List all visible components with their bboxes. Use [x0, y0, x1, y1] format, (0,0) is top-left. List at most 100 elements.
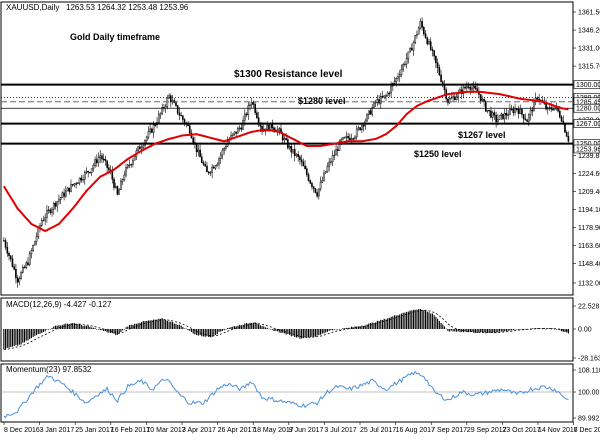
candle — [163, 104, 165, 112]
candle — [359, 126, 361, 131]
candle — [18, 276, 21, 286]
macd-bar — [53, 326, 55, 329]
candle — [323, 169, 325, 182]
candle — [331, 150, 334, 167]
candle — [355, 125, 358, 140]
macd-bar — [85, 325, 88, 329]
candle — [503, 108, 506, 124]
candle — [349, 133, 351, 141]
macd-bar — [395, 315, 397, 329]
macd-bar — [108, 329, 110, 333]
y-tick-label: 1331.00 — [578, 46, 600, 53]
macd-bar — [249, 322, 251, 329]
indicator-tick-label: 89.992 — [578, 416, 600, 423]
candle — [23, 265, 26, 269]
macd-bar — [199, 329, 201, 336]
momentum-header: Momentum(23) 97.8532 — [6, 365, 92, 374]
macd-bar — [290, 329, 292, 337]
candle — [132, 157, 134, 168]
candle — [488, 109, 491, 117]
macd-bar — [394, 315, 396, 329]
macd-bar — [79, 323, 81, 329]
macd-bar — [295, 329, 298, 338]
macd-bar — [140, 322, 143, 329]
candle — [435, 55, 437, 68]
macd-bar — [412, 309, 415, 329]
macd-bar — [5, 329, 7, 350]
candle — [307, 172, 310, 182]
macd-bar — [216, 329, 218, 335]
macd-bar — [13, 329, 15, 346]
candle — [287, 135, 289, 150]
candle — [128, 159, 131, 169]
macd-bar — [418, 309, 420, 329]
candle — [292, 148, 294, 154]
macd-bar — [73, 323, 75, 329]
candle — [318, 188, 320, 200]
candle — [495, 111, 497, 128]
x-tick-label: 3 Apr 2017 — [182, 427, 216, 434]
macd-bar — [178, 324, 180, 329]
candle — [70, 179, 72, 193]
x-tick-label: 16 Aug 2017 — [396, 427, 435, 434]
macd-bar — [560, 329, 563, 332]
macd-bar — [56, 325, 58, 329]
macd-bar — [509, 329, 511, 331]
macd-bar — [328, 329, 330, 331]
candle — [178, 107, 181, 121]
macd-panel-frame — [0, 297, 574, 362]
indicator-tick-label: 22.528 — [578, 304, 600, 311]
macd-bar — [283, 329, 285, 334]
macd-bar — [511, 329, 513, 331]
macd-bar — [204, 329, 206, 337]
candle — [99, 150, 102, 164]
macd-bar — [233, 326, 236, 329]
macd-bar — [153, 319, 155, 329]
candle — [534, 92, 537, 106]
macd-bar — [266, 327, 268, 329]
candle — [233, 131, 236, 137]
candle — [507, 110, 509, 120]
macd-bar — [144, 321, 146, 329]
macd-bar — [357, 326, 359, 329]
macd-bar — [311, 329, 313, 337]
macd-bar — [137, 323, 139, 329]
macd-bar — [512, 329, 514, 331]
macd-bar — [318, 329, 320, 336]
macd-bar — [333, 329, 335, 330]
macd-bar — [552, 328, 554, 329]
candle — [249, 102, 251, 111]
candle — [336, 145, 339, 157]
candle — [371, 103, 374, 117]
macd-bar — [483, 329, 485, 333]
macd-bar — [259, 325, 261, 329]
macd-bar — [70, 323, 72, 329]
macd-bar — [244, 323, 246, 329]
macd-bar — [397, 315, 399, 329]
macd-bar — [82, 325, 84, 329]
macd-bar — [488, 329, 490, 333]
macd-bar — [464, 329, 466, 332]
macd-bar — [304, 329, 306, 338]
candle — [474, 81, 477, 91]
macd-bar — [263, 326, 265, 329]
ohlc-header: 1263.53 1264.32 1253.48 1253.96 — [66, 3, 189, 12]
candle — [467, 82, 470, 90]
macd-bar — [115, 329, 117, 336]
macd-bar — [390, 316, 392, 329]
macd-bar — [502, 329, 504, 332]
macd-bar — [247, 323, 249, 329]
macd-bar — [39, 329, 41, 334]
candle — [118, 187, 120, 195]
candle — [199, 144, 201, 158]
candle — [256, 109, 258, 120]
macd-bar — [177, 324, 179, 329]
candle — [297, 151, 299, 162]
candle — [140, 142, 143, 155]
macd-bar — [235, 326, 237, 329]
candle — [49, 207, 52, 215]
macd-bar — [424, 310, 427, 329]
candle — [486, 109, 489, 114]
macd-bar — [373, 322, 375, 329]
